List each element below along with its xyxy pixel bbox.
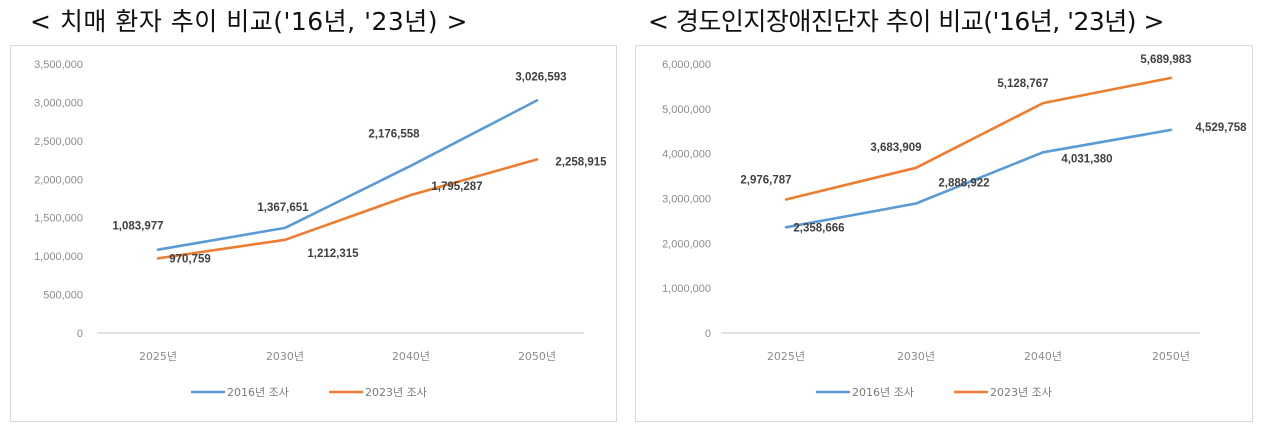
x-category-label: 2040년 xyxy=(1024,350,1062,363)
y-tick-label: 1,500,000 xyxy=(34,213,83,225)
mci-line-chart: 0 1,000,000 2,000,000 3,000,000 4,000,000 5,0… xyxy=(662,54,1247,399)
x-category-label: 2030년 xyxy=(266,350,304,363)
chart-title-dementia: < 치매 환자 추이 비교('16년, '23년) > xyxy=(30,7,468,36)
y-tick-label: 1,000,000 xyxy=(662,283,711,295)
data-label: 5,689,983 xyxy=(1140,54,1191,66)
legend-label: 2016년 조사 xyxy=(227,386,289,399)
data-label: 970,759 xyxy=(169,253,211,265)
chart-title-mci: < 경도인지장애진단자 추이 비교('16년, '23년) > xyxy=(648,7,1164,36)
dementia-chart-panel: 0 500,000 1,000,000 1,500,000 2,000,000 2,500… xyxy=(10,45,617,422)
y-tick-label: 4,000,000 xyxy=(662,149,711,161)
series-line-2023 xyxy=(784,76,1173,201)
x-category-label: 2030년 xyxy=(897,350,935,363)
data-label: 4,529,758 xyxy=(1195,122,1247,134)
legend-item-2023: 2023년 조사 xyxy=(329,386,427,399)
x-category-label: 2025년 xyxy=(139,350,177,363)
data-label: 1,212,315 xyxy=(307,248,359,260)
x-category-label: 2050년 xyxy=(518,350,556,363)
y-tick-label: 500,000 xyxy=(43,290,83,302)
series-line-2016 xyxy=(156,99,539,251)
data-label: 2,976,787 xyxy=(740,175,791,187)
legend-label: 2016년 조사 xyxy=(852,386,914,399)
x-category-label: 2025년 xyxy=(767,350,805,363)
data-label: 1,083,977 xyxy=(112,221,163,233)
dementia-line-chart: 0 500,000 1,000,000 1,500,000 2,000,000 2,500… xyxy=(34,59,607,399)
y-tick-label: 3,000,000 xyxy=(662,194,711,206)
y-tick-label: 1,000,000 xyxy=(34,251,83,263)
legend-label: 2023년 조사 xyxy=(365,386,427,399)
y-tick-label: 2,000,000 xyxy=(662,238,711,250)
data-label: 2,358,666 xyxy=(793,222,844,234)
y-tick-label: 0 xyxy=(705,328,711,340)
y-tick-label: 3,500,000 xyxy=(34,59,83,71)
data-label: 2,888,922 xyxy=(938,177,989,189)
y-tick-label: 3,000,000 xyxy=(34,97,83,109)
data-label: 5,128,767 xyxy=(997,78,1048,90)
mci-chart-panel: 0 1,000,000 2,000,000 3,000,000 4,000,000 5,0… xyxy=(635,45,1253,422)
data-label: 2,258,915 xyxy=(555,156,607,168)
x-category-label: 2050년 xyxy=(1152,350,1190,363)
y-tick-label: 6,000,000 xyxy=(662,59,711,71)
legend-item-2016: 2016년 조사 xyxy=(816,386,914,399)
data-label: 4,031,380 xyxy=(1061,153,1112,165)
legend-label: 2023년 조사 xyxy=(990,386,1052,399)
y-tick-label: 2,000,000 xyxy=(34,174,83,186)
legend-item-2016: 2016년 조사 xyxy=(191,386,289,399)
series-line-2023 xyxy=(156,158,539,260)
x-category-label: 2040년 xyxy=(392,350,430,363)
series-line-2016 xyxy=(784,128,1173,229)
data-label: 2,176,558 xyxy=(368,129,420,141)
data-label: 3,026,593 xyxy=(515,71,566,83)
y-tick-label: 0 xyxy=(77,328,83,340)
y-tick-label: 2,500,000 xyxy=(34,136,83,148)
data-label: 3,683,909 xyxy=(870,142,921,154)
data-label: 1,367,651 xyxy=(257,202,309,214)
y-tick-label: 5,000,000 xyxy=(662,104,711,116)
legend-item-2023: 2023년 조사 xyxy=(954,386,1052,399)
data-label: 1,795,287 xyxy=(431,181,482,193)
